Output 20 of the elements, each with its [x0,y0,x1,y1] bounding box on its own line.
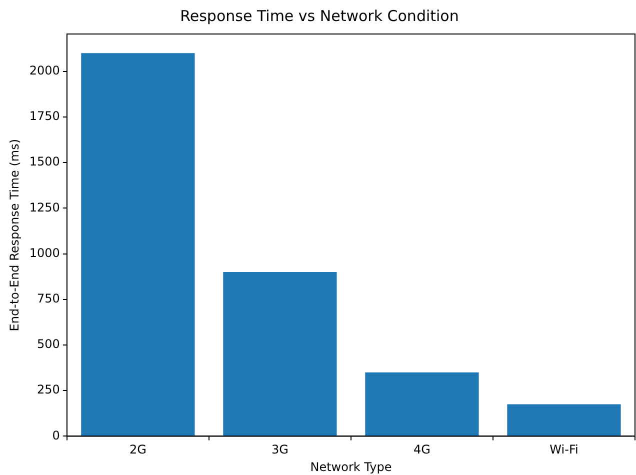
bar [507,404,621,436]
y-axis-title: End-to-End Response Time (ms) [7,138,22,332]
x-tick-label: Wi-Fi [550,442,578,457]
y-tick-label: 750 [37,292,60,306]
x-axis-title: Network Type [310,460,392,474]
y-tick-label: 1500 [29,154,60,169]
y-tick-label: 250 [37,382,60,397]
x-tick-label: 4G [414,442,430,457]
bar [223,272,337,436]
y-tick-label: 1250 [29,200,60,214]
y-tick-label: 1000 [29,246,60,260]
x-tick-label: 3G [271,442,288,457]
chart-title: Response Time vs Network Condition [180,6,459,25]
y-tick-label: 1750 [29,109,60,124]
y-tick-label: 2000 [29,64,60,78]
y-tick-label: 0 [52,428,60,442]
x-tick-label: 2G [129,442,146,457]
bar [365,372,479,436]
bar [81,53,195,436]
y-tick-label: 500 [37,337,60,352]
